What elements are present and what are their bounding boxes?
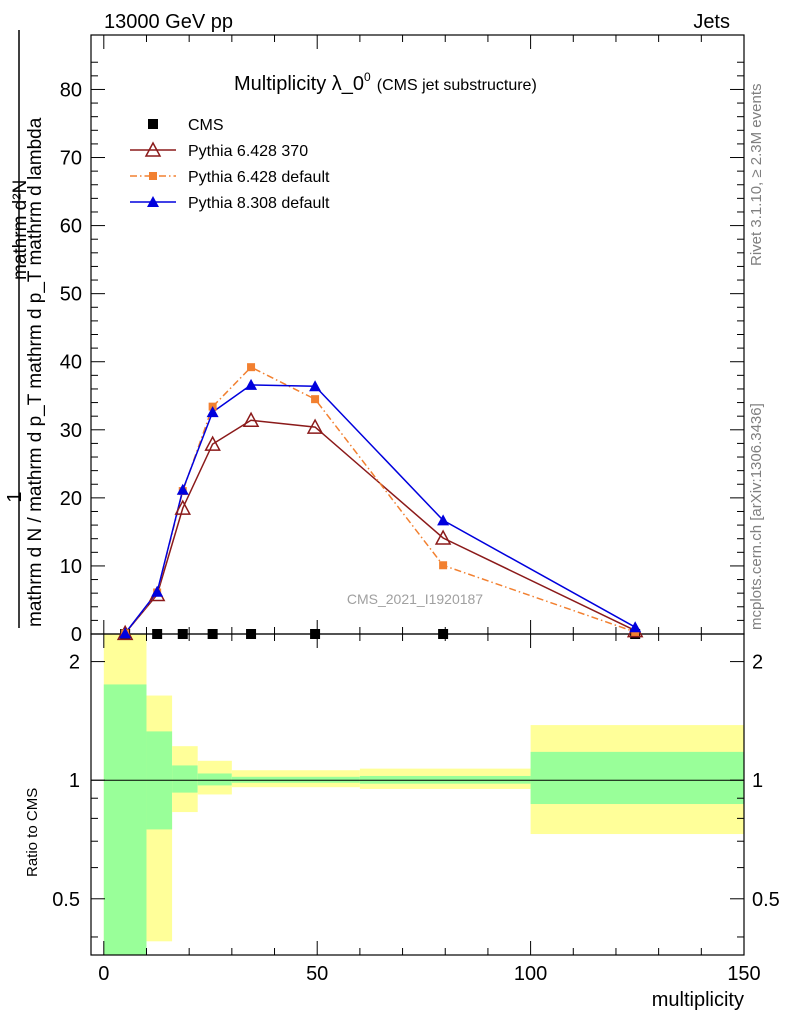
series-2-point-4 — [247, 363, 256, 372]
series-3-point-3 — [206, 406, 219, 418]
axis-ticks — [91, 35, 745, 955]
ratio-y-tick-label: 1 — [69, 770, 80, 792]
series-0-point-4 — [246, 629, 257, 639]
y-axis-label-denominator: mathrm d N / mathrm d p_T mathrm d p_T m… — [25, 117, 46, 627]
x-axis-label: multiplicity — [652, 989, 744, 1011]
chart-title-sub: (CMS jet substructure) — [377, 77, 537, 94]
legend-marker-3 — [147, 196, 159, 207]
x-tick-label: 0 — [98, 963, 109, 985]
axes-frames — [90, 34, 745, 956]
chart-title: Multiplicity λ_00 (CMS jet substructure) — [234, 70, 537, 95]
series-0-point-6 — [438, 629, 449, 639]
main-y-tick-label: 70 — [60, 148, 82, 170]
y-axis-label-top: 1 — [4, 491, 26, 502]
main-y-tick-label: 0 — [71, 624, 82, 646]
ratio-band-inner-6 — [530, 751, 744, 805]
mcplots-label: mcplots.cern.ch [arXiv:1306.3436] — [748, 403, 765, 630]
ratio-band-inner-2 — [172, 765, 198, 793]
series-1-point-2 — [174, 499, 192, 515]
watermark: CMS_2021_I1920187 — [347, 591, 483, 607]
legend-label-1: Pythia 6.428 370 — [188, 143, 308, 160]
series-3-point-5 — [309, 380, 322, 392]
ratio-y-tick-label-right: 0.5 — [752, 889, 780, 911]
series-0-point-1 — [152, 629, 163, 639]
ratio-band-inner-3 — [197, 773, 232, 786]
legend-label-3: Pythia 8.308 default — [188, 195, 330, 212]
ratio-y-tick-label: 2 — [69, 652, 80, 674]
series-lines — [124, 366, 636, 634]
series-1-point-4 — [242, 411, 260, 428]
main-y-tick-label: 60 — [60, 216, 82, 238]
legend-label-0: CMS — [188, 117, 224, 134]
y-axis-label-numerator: mathrm d²N — [10, 180, 31, 280]
main-y-tick-label: 40 — [60, 352, 82, 374]
main-y-tick-label: 50 — [60, 284, 82, 306]
series-0-point-3 — [207, 629, 218, 639]
ratio-y-tick-label-right: 2 — [752, 652, 763, 674]
ratio-y-tick-label: 0.5 — [52, 889, 80, 911]
legend: CMS Pythia 6.428 370 Pythia 6.428 default P… — [130, 117, 330, 212]
chart-title-main: Multiplicity λ_0 — [234, 73, 364, 95]
series-1-point-6 — [434, 529, 452, 545]
ratio-bands — [91, 634, 744, 955]
chart-title-sup: 0 — [364, 70, 371, 84]
ratio-plot-frame — [90, 633, 745, 956]
x-tick-label: 150 — [727, 963, 760, 985]
legend-label-2: Pythia 6.428 default — [188, 169, 330, 186]
ratio-y-tick-label-right: 1 — [752, 770, 763, 792]
x-tick-label: 50 — [306, 963, 328, 985]
main-y-tick-label: 80 — [60, 79, 82, 101]
series-3-point-0 — [119, 627, 132, 639]
header-right: Jets — [693, 11, 730, 33]
legend-marker-0 — [148, 119, 158, 129]
series-0-point-2 — [177, 629, 188, 639]
header-left: 13000 GeV pp — [104, 11, 233, 33]
series-line-3 — [124, 384, 636, 634]
series-1-point-3 — [204, 435, 221, 451]
series-3-point-1 — [151, 585, 164, 597]
ratio-band-inner-0 — [103, 684, 147, 955]
series-3-point-2 — [176, 483, 189, 495]
main-y-tick-label: 20 — [60, 488, 82, 510]
ratio-y-axis-label: Ratio to CMS — [24, 788, 41, 877]
series-2-point-5 — [311, 395, 320, 404]
series-markers — [116, 363, 644, 641]
rivet-label: Rivet 3.1.10, ≥ 2.3M events — [748, 84, 765, 267]
series-line-1 — [124, 419, 636, 634]
series-3-point-6 — [437, 514, 450, 526]
series-3-point-4 — [245, 378, 258, 390]
series-3-point-7 — [629, 621, 642, 633]
series-0-point-5 — [310, 629, 321, 639]
legend-marker-1 — [144, 141, 162, 157]
main-y-tick-label: 10 — [60, 556, 82, 578]
legend-marker-2 — [149, 172, 157, 180]
series-2-point-6 — [439, 561, 448, 570]
main-y-tick-label: 30 — [60, 420, 82, 442]
series-1-point-5 — [306, 418, 324, 434]
x-tick-label: 100 — [514, 963, 547, 985]
